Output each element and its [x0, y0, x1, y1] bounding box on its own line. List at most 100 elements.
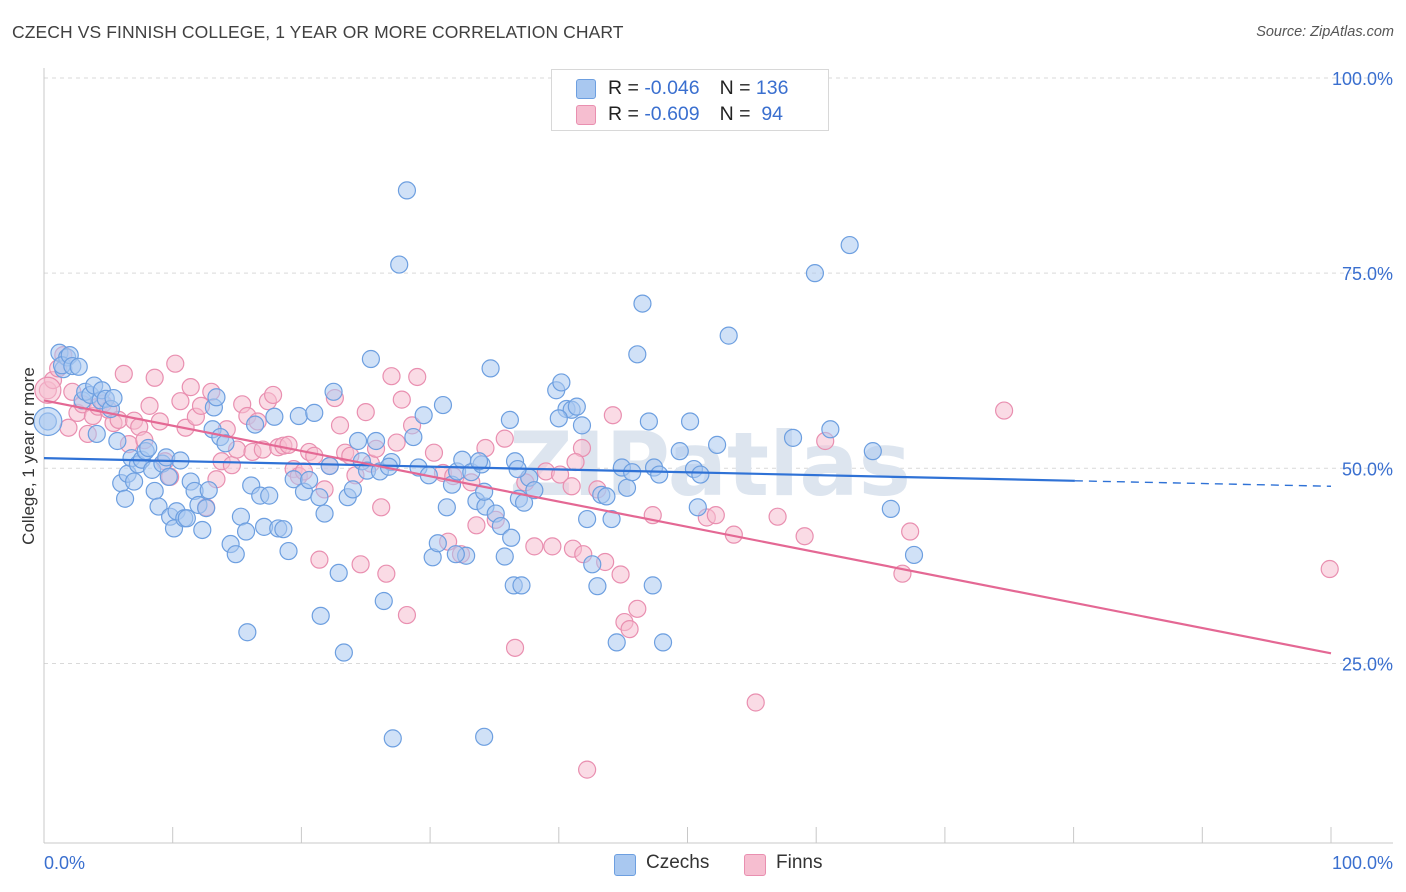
czechs-point — [433, 395, 453, 415]
finns-point — [305, 446, 324, 465]
czechs-point — [414, 406, 433, 425]
czechs-swatch — [576, 79, 596, 99]
czechs-point — [881, 499, 900, 518]
finns-point — [505, 638, 525, 657]
czechs-point — [549, 409, 568, 428]
czechs-point — [404, 427, 423, 447]
czechs-point — [840, 235, 859, 255]
r-value-czechs: -0.046 — [644, 77, 700, 99]
czechs-point — [245, 415, 265, 434]
finns-point — [795, 527, 814, 546]
trend-lines — [43, 399, 1332, 655]
finns-point — [746, 693, 765, 712]
czechs-point-large — [33, 406, 63, 437]
czechs-trend-extension — [1074, 480, 1332, 487]
finns-point — [768, 507, 787, 526]
czechs-point — [324, 382, 343, 401]
czechs-point — [310, 488, 329, 507]
legend-czechs-text: R = -0.046 N = 136 — [608, 77, 788, 100]
finns-point — [495, 429, 514, 448]
finns-point — [377, 564, 396, 583]
czechs-point — [491, 516, 510, 536]
finns-point — [995, 401, 1014, 420]
czechs-point — [650, 465, 669, 484]
czechs-point — [552, 373, 571, 392]
czechs-point — [305, 403, 324, 422]
czechs-point — [588, 577, 607, 596]
czechs-point — [315, 504, 334, 523]
czechs-point — [502, 528, 521, 547]
czechs-point — [311, 606, 330, 625]
czechs-point — [334, 643, 353, 662]
y-tick-label: 100.0% — [1332, 69, 1393, 89]
finns-point — [525, 537, 544, 556]
czechs-point — [199, 481, 218, 500]
finns-point — [382, 367, 401, 386]
finns-point — [140, 396, 159, 415]
czechs-point — [216, 434, 235, 453]
czechs-point — [670, 442, 689, 461]
czechs-point — [300, 470, 319, 490]
czechs-point — [149, 497, 168, 516]
legend-finns-text: R = -0.609 N = 94 — [608, 103, 783, 126]
czechs-point — [719, 326, 738, 345]
czechs-point — [783, 428, 803, 447]
tick-labels: 25.0% 50.0% 75.0% 100.0% 0.0% 100.0% — [44, 69, 1393, 873]
y-axis-label: College, 1 year or more — [19, 367, 38, 545]
finns-point — [330, 416, 350, 435]
finns-legend-swatch — [744, 854, 766, 876]
czechs-point — [115, 489, 135, 508]
czechs-point — [329, 563, 348, 583]
czechs-point — [108, 431, 127, 451]
czechs-point — [383, 729, 402, 748]
czechs-point — [863, 442, 882, 461]
source-label: Source: ZipAtlas.com — [1256, 24, 1394, 40]
czechs-series — [33, 181, 924, 748]
y-tick-label: 75.0% — [1342, 264, 1393, 284]
y-tick-label: 50.0% — [1342, 459, 1393, 479]
czechs-point — [197, 499, 216, 518]
x-tick-label: 100.0% — [1332, 853, 1393, 873]
czechs-point — [159, 467, 178, 486]
czechs-point — [104, 388, 123, 408]
czechs-point — [145, 481, 164, 501]
czechs-point — [597, 487, 616, 506]
czechs-point — [639, 412, 658, 431]
finns-trend-line — [43, 399, 1332, 655]
czechs-point — [495, 547, 514, 566]
czechs-legend-swatch — [614, 854, 636, 876]
n-label: N = — [719, 103, 756, 125]
czechs-point — [139, 438, 158, 458]
finns-point — [578, 760, 597, 779]
n-value-finns: 94 — [755, 103, 784, 125]
finns-point — [310, 550, 329, 569]
finns-swatch — [576, 105, 596, 125]
gridlines — [44, 77, 1393, 664]
finns-point — [603, 406, 622, 425]
finns-point — [611, 565, 630, 584]
finns-point — [392, 390, 411, 409]
czechs-point — [691, 465, 710, 484]
finns-point — [467, 516, 486, 535]
czechs-point — [289, 406, 308, 426]
czechs-point — [265, 407, 284, 426]
czechs-point — [643, 576, 662, 595]
czechs-point — [602, 509, 621, 529]
czechs-point — [279, 541, 298, 561]
czechs-point — [583, 555, 602, 574]
finns-point — [387, 433, 406, 452]
czechs-point — [274, 520, 293, 539]
czechs-point — [428, 534, 447, 553]
y-axis-label-wrap: College, 1 year or more — [18, 0, 40, 892]
finns-point — [263, 385, 283, 405]
finns-point — [351, 555, 370, 574]
finns-series — [34, 346, 1339, 779]
czechs-point — [617, 478, 637, 497]
czechs-point — [437, 498, 456, 517]
n-value-czechs: 136 — [755, 77, 789, 99]
finns-point — [145, 368, 164, 387]
finns-point — [562, 477, 581, 496]
czechs-point — [207, 388, 226, 407]
czechs-point — [525, 481, 544, 500]
